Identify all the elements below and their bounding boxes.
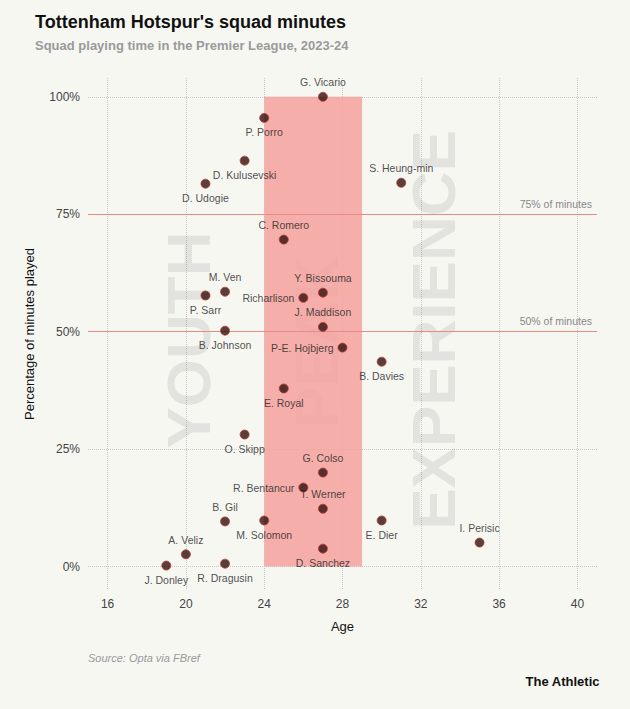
svg-text:40: 40 xyxy=(571,597,585,611)
svg-text:G. Colso: G. Colso xyxy=(302,452,343,464)
svg-text:B. Gil: B. Gil xyxy=(212,501,238,513)
svg-text:The Athletic: The Athletic xyxy=(526,674,600,689)
svg-text:O. Skipp: O. Skipp xyxy=(224,443,264,455)
svg-text:M. Ven: M. Ven xyxy=(209,271,242,283)
svg-text:Age: Age xyxy=(331,619,354,634)
svg-text:M. Solomon: M. Solomon xyxy=(236,529,292,541)
svg-text:75%: 75% xyxy=(56,207,80,221)
svg-text:S. Heung-min: S. Heung-min xyxy=(369,162,433,174)
svg-text:D. Kulusevski: D. Kulusevski xyxy=(213,169,277,181)
svg-text:P-E. Hojbjerg: P-E. Hojbjerg xyxy=(271,342,334,354)
svg-text:75% of minutes: 75% of minutes xyxy=(520,198,592,210)
svg-text:28: 28 xyxy=(336,597,350,611)
svg-text:P. Sarr: P. Sarr xyxy=(190,304,222,316)
svg-text:E. Royal: E. Royal xyxy=(264,397,304,409)
svg-text:YOUTH: YOUTH xyxy=(153,231,223,449)
svg-text:20: 20 xyxy=(179,597,193,611)
svg-text:32: 32 xyxy=(414,597,428,611)
svg-text:P. Porro: P. Porro xyxy=(246,126,283,138)
svg-text:R. Dragusin: R. Dragusin xyxy=(197,572,253,584)
svg-text:50% of minutes: 50% of minutes xyxy=(520,315,592,327)
svg-text:E. Dier: E. Dier xyxy=(366,529,399,541)
svg-text:16: 16 xyxy=(101,597,115,611)
svg-text:Tottenham Hotspur's squad minu: Tottenham Hotspur's squad minutes xyxy=(35,12,346,32)
svg-text:24: 24 xyxy=(258,597,272,611)
svg-text:Percentage of minutes played: Percentage of minutes played xyxy=(22,248,37,420)
svg-text:Y. Bissouma: Y. Bissouma xyxy=(294,272,352,284)
svg-text:Squad playing time in the Prem: Squad playing time in the Premier League… xyxy=(35,38,349,53)
svg-text:25%: 25% xyxy=(56,442,80,456)
svg-text:G. Vicario: G. Vicario xyxy=(300,76,346,88)
svg-text:Source: Opta via FBref: Source: Opta via FBref xyxy=(88,652,201,664)
svg-text:50%: 50% xyxy=(56,325,80,339)
svg-text:J. Donley: J. Donley xyxy=(144,574,189,586)
svg-text:EXPERIENCE: EXPERIENCE xyxy=(399,130,468,530)
svg-text:I. Perisic: I. Perisic xyxy=(459,522,499,534)
svg-text:J. Maddison: J. Maddison xyxy=(295,306,352,318)
svg-text:C. Romero: C. Romero xyxy=(258,219,309,231)
svg-text:36: 36 xyxy=(492,597,506,611)
svg-text:B. Johnson: B. Johnson xyxy=(199,339,252,351)
svg-text:B. Davies: B. Davies xyxy=(359,370,404,382)
svg-text:R. Bentancur: R. Bentancur xyxy=(233,482,295,494)
svg-text:Richarlison: Richarlison xyxy=(242,292,294,304)
svg-text:D. Sanchez: D. Sanchez xyxy=(296,557,350,569)
svg-text:D. Udogie: D. Udogie xyxy=(182,192,229,204)
svg-text:T. Werner: T. Werner xyxy=(300,488,346,500)
svg-text:100%: 100% xyxy=(49,90,80,104)
svg-text:0%: 0% xyxy=(63,560,81,574)
svg-text:A. Veliz: A. Veliz xyxy=(168,534,203,546)
